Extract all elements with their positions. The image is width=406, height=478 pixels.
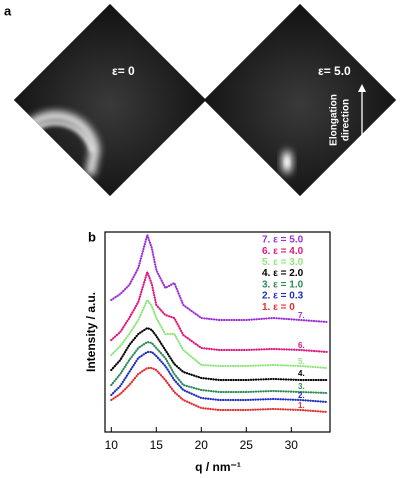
curve-label: 5. [298,357,305,366]
x-tick-label: 10 [105,438,119,452]
data-line-core [111,351,328,403]
legend-entry: 7. ε = 5.0 [262,235,304,246]
data-line [110,366,329,414]
x-tick-label: 20 [195,438,209,452]
data-line-core [111,233,328,323]
data-line-core [110,341,328,394]
legend-entry: 1. ε = 0 [262,302,295,313]
legend-entry: 2. ε = 0.3 [262,291,304,302]
annotation: Elongation [329,94,340,146]
data-line [110,350,329,404]
legend-entry: 6. ε = 4.0 [262,246,304,257]
legend-entry: 3. ε = 1.0 [262,279,304,290]
y-axis-label: Intensity / a.u. [84,292,98,372]
plot-frame [104,231,331,433]
x-tick-label: 15 [150,438,164,452]
double-arrow [358,84,366,162]
x-tick-label: 30 [285,438,299,452]
curve-label: 7. [298,311,305,320]
x-tick-label: 25 [240,438,254,452]
data-line [110,297,329,370]
data-line-core [111,327,328,381]
curve-label: 3. [298,382,305,391]
panel-label: a [4,3,12,18]
curve-label: 1. [298,401,305,410]
legend-entry: 5. ε = 3.0 [262,257,304,268]
panel-label: b [88,229,96,244]
x-axis-label: q / nm⁻¹ [195,460,241,474]
data-line-core [111,367,328,413]
diffraction-image [203,3,397,197]
curve-label: 2. [298,391,305,400]
data-line-core [111,299,328,369]
image-label: ε= 5.0 [318,64,351,78]
curve-label: 4. [298,369,305,378]
legend-entry: 4. ε = 2.0 [262,268,304,279]
curve-label: 6. [298,341,305,350]
annotation: direction [341,99,352,141]
image-label: ε= 0 [112,64,135,78]
diffraction-image [13,3,207,197]
data-line-core [111,270,328,353]
